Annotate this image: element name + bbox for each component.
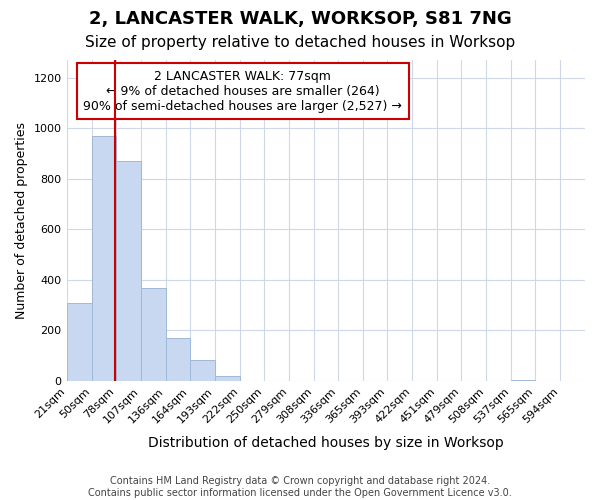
Bar bbox=[67, 302, 92, 381]
Y-axis label: Number of detached properties: Number of detached properties bbox=[15, 122, 28, 319]
Bar bbox=[116, 161, 140, 381]
Bar bbox=[166, 338, 190, 381]
X-axis label: Distribution of detached houses by size in Worksop: Distribution of detached houses by size … bbox=[148, 436, 503, 450]
Bar bbox=[92, 136, 116, 381]
Bar bbox=[215, 376, 239, 381]
Text: 2, LANCASTER WALK, WORKSOP, S81 7NG: 2, LANCASTER WALK, WORKSOP, S81 7NG bbox=[89, 10, 511, 28]
Bar bbox=[511, 380, 535, 381]
Text: Size of property relative to detached houses in Worksop: Size of property relative to detached ho… bbox=[85, 35, 515, 50]
Text: Contains HM Land Registry data © Crown copyright and database right 2024.
Contai: Contains HM Land Registry data © Crown c… bbox=[88, 476, 512, 498]
Text: 2 LANCASTER WALK: 77sqm
← 9% of detached houses are smaller (264)
90% of semi-de: 2 LANCASTER WALK: 77sqm ← 9% of detached… bbox=[83, 70, 402, 112]
Bar bbox=[190, 360, 215, 381]
Bar bbox=[140, 288, 166, 381]
